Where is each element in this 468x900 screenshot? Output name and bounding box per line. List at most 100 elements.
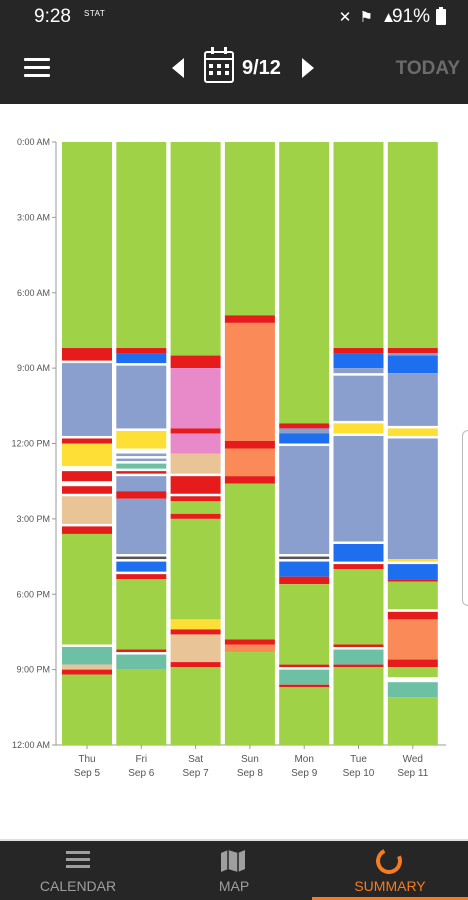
- activity-segment-red: [170, 355, 221, 369]
- bottom-tab-bar: CALENDAR MAP SUMMARY: [0, 839, 468, 900]
- activity-segment-yellow: [170, 619, 221, 630]
- summary-ring-icon: [372, 844, 406, 878]
- activity-segment-green: [279, 687, 330, 745]
- y-tick-label: 9:00 AM: [17, 363, 50, 373]
- timeline-chart-svg: 0:00 AM 3:00 AM 6:00 AM 9:00 AM 12:00 PM 3:00…: [11, 137, 446, 779]
- activity-segment-slate: [116, 476, 167, 492]
- x-tick-date: Sep 11: [397, 768, 428, 779]
- x-tick-date: Sep 9: [291, 768, 318, 779]
- activity-segment-red: [387, 348, 438, 354]
- previous-day-arrow-icon[interactable]: [172, 58, 184, 78]
- y-tick-label: 9:00 PM: [16, 665, 50, 675]
- activity-segment-slate: [279, 446, 330, 555]
- activity-segment-pink: [170, 368, 221, 429]
- activity-segment-slate: [333, 435, 384, 542]
- activity-segment-slate: [116, 453, 167, 457]
- activity-segment-red: [116, 348, 167, 354]
- activity-segment-red: [279, 684, 330, 688]
- status-time: 9:28: [34, 6, 71, 27]
- activity-segment-dark: [116, 556, 167, 560]
- status-bar: 9:28 STAT ✕ ⚑ ▲ 91%: [0, 0, 468, 34]
- activity-segment-red: [116, 471, 167, 474]
- activity-segment-teal: [62, 647, 112, 665]
- activity-segment-green: [224, 652, 275, 745]
- activity-segment-green: [333, 569, 384, 645]
- activity-segment-red: [333, 564, 384, 570]
- tab-summary-label: SUMMARY: [354, 878, 426, 894]
- activity-segment-slate: [387, 373, 438, 426]
- x-tick-date: Sep 5: [74, 768, 101, 779]
- activity-segment-red: [116, 491, 167, 499]
- activity-segment-blue: [279, 561, 330, 577]
- activity-segment-green: [116, 579, 167, 650]
- activity-segment-tan: [62, 496, 112, 524]
- activity-segment-orange: [387, 619, 438, 660]
- x-tick-day: Thu: [78, 754, 95, 765]
- activity-segment-blue: [116, 561, 167, 572]
- y-tick-label: 6:00 PM: [16, 589, 50, 599]
- activity-segment-pink: [170, 433, 221, 454]
- activity-segment-red: [279, 664, 330, 668]
- activity-segment-blue: [387, 355, 438, 374]
- activity-segment-red: [62, 348, 112, 361]
- toolbar: 9/12 TODAY: [0, 34, 468, 104]
- x-tick-date: Sep 7: [183, 768, 210, 779]
- tab-calendar[interactable]: CALENDAR: [0, 841, 156, 900]
- activity-segment-red: [224, 476, 275, 484]
- activity-segment-green: [333, 667, 384, 745]
- activity-segment-teal: [333, 649, 384, 665]
- activity-segment-teal: [116, 463, 167, 469]
- x-tick-day: Tue: [350, 754, 367, 765]
- tab-map[interactable]: MAP: [156, 841, 312, 900]
- y-tick-label: 12:00 PM: [11, 439, 50, 449]
- activity-segment-red: [62, 471, 112, 482]
- activity-segment-yellow: [387, 559, 438, 562]
- next-day-arrow-icon[interactable]: [302, 58, 314, 78]
- x-tick-date: Sep 8: [237, 768, 264, 779]
- x-tick-date: Sep 10: [343, 768, 375, 779]
- today-button[interactable]: TODAY: [395, 58, 460, 79]
- tab-calendar-label: CALENDAR: [39, 878, 117, 894]
- activity-segment-teal: [116, 654, 167, 670]
- activity-segment-red: [333, 644, 384, 648]
- activity-segment-green: [224, 142, 275, 316]
- y-tick-label: 0:00 AM: [17, 137, 50, 147]
- activity-segment-green: [387, 667, 438, 678]
- activity-segment-green: [62, 674, 112, 745]
- signal-icons: ✕ ⚑ ▲: [338, 9, 398, 26]
- activity-segment-green: [387, 697, 438, 745]
- activity-segment-yellow: [116, 430, 167, 449]
- activity-segment-slate: [116, 458, 167, 462]
- activity-segment-green: [224, 483, 275, 640]
- activity-segment-red: [170, 428, 221, 434]
- activity-segment-red: [170, 629, 221, 635]
- activity-segment-red: [116, 574, 167, 580]
- current-date[interactable]: 9/12: [242, 57, 281, 79]
- activity-segment-blue: [279, 433, 330, 444]
- tab-summary[interactable]: SUMMARY: [312, 841, 468, 900]
- activity-segment-orange: [224, 448, 275, 477]
- hamburger-menu-icon[interactable]: [24, 58, 50, 78]
- activity-segment-blue: [116, 353, 167, 364]
- status-carrier-tag: STAT: [84, 9, 106, 18]
- activity-segment-red: [170, 476, 221, 494]
- activity-segment-blue: [387, 564, 438, 580]
- activity-segment-green: [387, 142, 438, 349]
- activity-segment-red: [387, 611, 438, 620]
- activity-segment-blue: [333, 544, 384, 562]
- activity-segment-red: [62, 669, 112, 675]
- activity-segment-red: [170, 513, 221, 519]
- edge-panel-handle[interactable]: [462, 430, 468, 606]
- y-tick-label: 3:00 AM: [17, 212, 50, 222]
- activity-segment-red: [224, 440, 275, 449]
- activity-segment-green: [116, 669, 167, 745]
- activity-segment-dark: [279, 556, 330, 560]
- weekly-timeline-chart: 0:00 AM 3:00 AM 6:00 AM 9:00 AM 12:00 PM 3:00…: [0, 104, 468, 839]
- x-tick-day: Wed: [403, 754, 423, 765]
- activity-segment-blue: [333, 353, 384, 369]
- y-tick-label: 12:00 AM: [12, 740, 50, 750]
- x-tick-day: Fri: [135, 754, 147, 765]
- activity-segment-slate: [333, 375, 384, 421]
- activity-segment-green: [279, 584, 330, 665]
- calendar-icon[interactable]: [204, 47, 234, 83]
